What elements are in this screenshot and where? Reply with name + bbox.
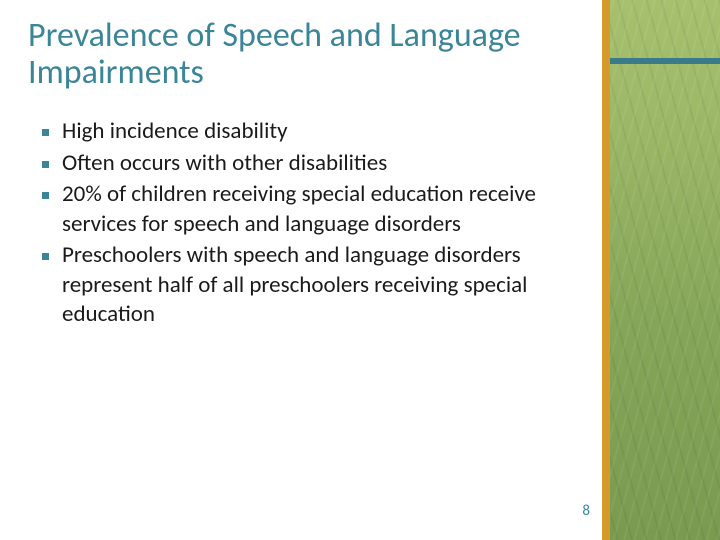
- sidebar-decoration: [602, 0, 720, 540]
- content-area: Prevalence of Speech and Language Impair…: [0, 0, 602, 540]
- slide: Prevalence of Speech and Language Impair…: [0, 0, 720, 540]
- sidebar-vertical-stripe: [602, 0, 610, 540]
- bullet-list: High incidence disability Often occurs w…: [28, 117, 582, 329]
- bullet-item: Preschoolers with speech and language di…: [42, 241, 582, 329]
- slide-title: Prevalence of Speech and Language Impair…: [28, 18, 582, 91]
- bullet-item: 20% of children receiving special educat…: [42, 180, 582, 239]
- bullet-item: Often occurs with other disabilities: [42, 149, 582, 178]
- sidebar-horizontal-bar: [610, 58, 720, 64]
- page-number: 8: [582, 502, 590, 520]
- sidebar-background: [602, 0, 720, 540]
- bullet-item: High incidence disability: [42, 117, 582, 146]
